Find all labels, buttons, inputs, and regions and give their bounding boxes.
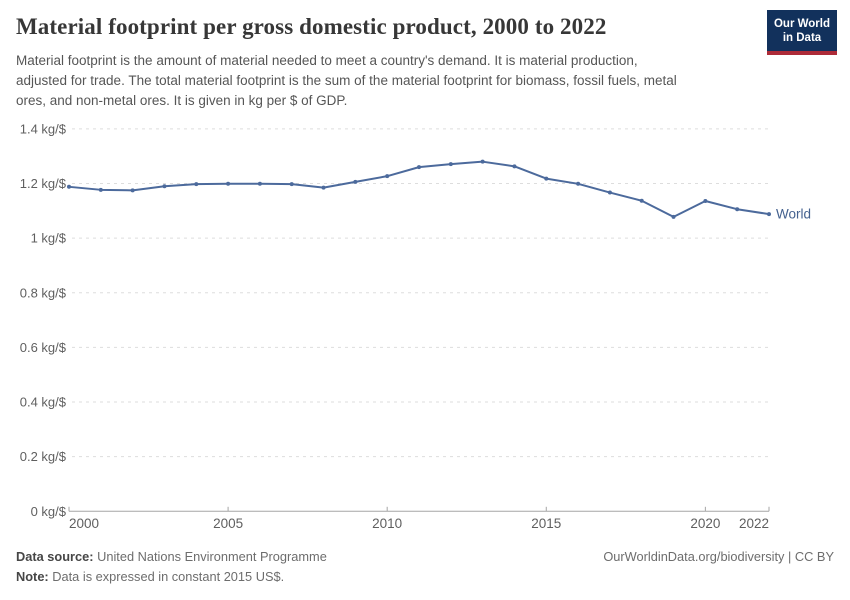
data-point[interactable]: [289, 182, 294, 187]
data-source-label: Data source:: [16, 549, 94, 564]
data-point[interactable]: [671, 214, 676, 219]
page-title: Material footprint per gross domestic pr…: [16, 14, 607, 39]
data-point[interactable]: [130, 188, 135, 193]
note-label: Note:: [16, 569, 49, 584]
note-row: Note: Data is expressed in constant 2015…: [16, 567, 327, 587]
owid-citation-link[interactable]: OurWorldinData.org/biodiversity | CC BY: [603, 549, 834, 564]
y-tick-label: 0 kg/$: [31, 504, 67, 519]
data-point[interactable]: [703, 199, 708, 204]
footer-left: Data source: United Nations Environment …: [16, 547, 327, 587]
data-point[interactable]: [194, 182, 199, 187]
x-tick-label: 2022: [739, 516, 769, 531]
x-tick-label: 2015: [531, 516, 561, 531]
y-tick-label: 0.4 kg/$: [20, 395, 67, 410]
data-source-text: United Nations Environment Programme: [97, 549, 327, 564]
data-point[interactable]: [480, 159, 485, 164]
x-axis: 2000 2005 2010 2015 2020 2022: [68, 506, 770, 531]
data-point[interactable]: [735, 207, 740, 212]
owid-logo[interactable]: Our World in Data: [767, 10, 837, 55]
y-tick-label: 1.4 kg/$: [20, 121, 67, 136]
data-points-world: [67, 159, 771, 219]
y-gridlines: [72, 128, 769, 458]
data-point[interactable]: [417, 165, 421, 170]
data-point[interactable]: [98, 187, 103, 192]
x-tick-label: 2000: [69, 516, 99, 531]
data-point[interactable]: [448, 162, 453, 167]
y-tick-label: 1.2 kg/$: [20, 176, 67, 191]
owid-logo-line1: Our World: [773, 18, 830, 30]
data-point[interactable]: [512, 164, 517, 169]
data-point[interactable]: [257, 181, 262, 186]
series-label-world: World: [776, 207, 811, 222]
line-chart-canvas[interactable]: 0 kg/$ 0.2 kg/$ 0.4 kg/$ 0.6 kg/$ 0.8 kg/$ 1 …: [0, 115, 850, 545]
x-tick-label: 2010: [372, 516, 402, 531]
x-tick-label: 2020: [690, 516, 720, 531]
data-point[interactable]: [607, 190, 612, 195]
data-point[interactable]: [767, 212, 771, 217]
y-tick-label: 0.2 kg/$: [20, 449, 67, 464]
data-point[interactable]: [162, 184, 167, 189]
data-point[interactable]: [226, 181, 231, 186]
data-point[interactable]: [544, 176, 549, 181]
data-point[interactable]: [576, 181, 581, 186]
chart-footer: Data source: United Nations Environment …: [16, 547, 834, 587]
y-tick-label: 0.8 kg/$: [20, 285, 67, 300]
owid-logo-line2: in Data: [782, 32, 822, 45]
y-tick-labels: 0 kg/$ 0.2 kg/$ 0.4 kg/$ 0.6 kg/$ 0.8 kg/$ 1 …: [20, 121, 67, 518]
data-point[interactable]: [321, 185, 326, 190]
y-tick-label: 0.6 kg/$: [20, 340, 67, 355]
data-point[interactable]: [353, 179, 358, 184]
data-point[interactable]: [385, 174, 390, 179]
data-point[interactable]: [67, 184, 71, 189]
chart-subtitle: Material footprint is the amount of mate…: [16, 53, 677, 108]
data-point[interactable]: [639, 198, 644, 203]
data-source-row: Data source: United Nations Environment …: [16, 547, 327, 567]
y-tick-label: 1 kg/$: [31, 231, 67, 246]
x-tick-label: 2005: [213, 516, 243, 531]
data-line-world[interactable]: [68, 160, 770, 218]
note-text: Data is expressed in constant 2015 US$.: [52, 569, 285, 584]
